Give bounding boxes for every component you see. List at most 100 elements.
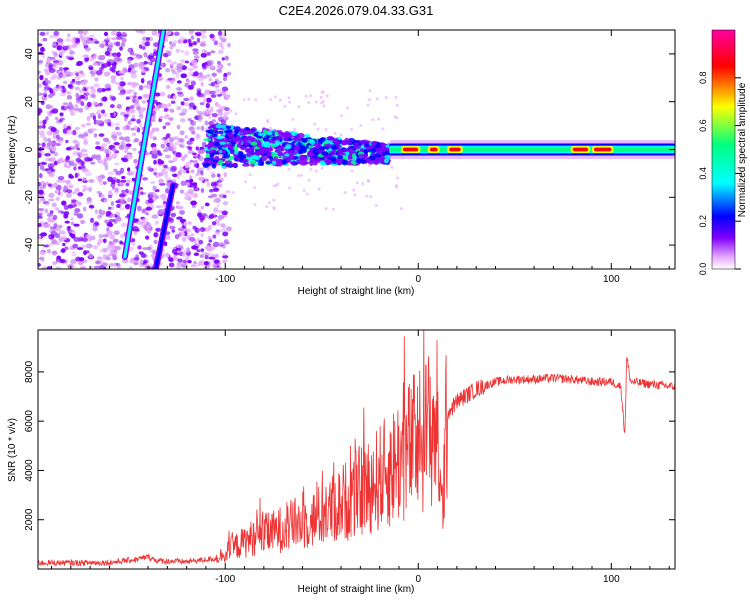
spectrogram-noise-speck: [192, 64, 198, 69]
spectrogram-noise-speck: [172, 146, 177, 152]
spectrogram-noise-speck: [183, 221, 188, 227]
spectrogram-noise-speck: [151, 214, 159, 219]
spectrogram-noise-speck: [209, 256, 216, 260]
spectrogram-noise-speck: [187, 146, 193, 151]
spectrogram-noise-speck: [346, 106, 350, 110]
spectrogram-noise-speck: [75, 256, 81, 262]
spectrogram-noise-speck: [163, 164, 168, 169]
snr-x-tick-label: -100: [215, 574, 235, 585]
spectrogram-noise-speck: [77, 260, 84, 266]
spectrogram-noise-speck: [180, 155, 186, 162]
spectrogram-noise-speck: [324, 128, 328, 132]
spectrogram-noise-speck: [126, 109, 131, 113]
spectrogram-noise-speck: [136, 106, 142, 111]
spectrogram-noise-speck: [293, 127, 297, 131]
spectrogram-noise-speck: [80, 101, 85, 107]
spectrogram-noise-speck: [114, 239, 119, 243]
spectrogram-signal-blob: [288, 154, 295, 159]
spectrogram-noise-speck: [61, 248, 66, 253]
spectrogram-noise-speck: [184, 134, 188, 139]
spectrogram-noise-speck: [84, 47, 91, 52]
spectrogram-trace: [154, 183, 175, 269]
spectrogram-noise-speck: [163, 241, 168, 247]
spectrogram-noise-speck: [39, 173, 43, 179]
spectrogram-noise-speck: [178, 112, 186, 116]
spectrogram-noise-speck: [367, 178, 371, 182]
spectrogram-noise-speck: [95, 141, 100, 145]
spectrogram-noise-speck: [176, 216, 183, 220]
spectrogram-noise-speck: [110, 78, 117, 84]
spectrogram-noise-speck: [102, 96, 108, 102]
spectrogram-noise-speck: [333, 131, 337, 135]
spectrogram-noise-speck: [90, 40, 95, 44]
spectrogram-noise-speck: [210, 81, 216, 87]
spectrogram-signal-blob: [205, 152, 211, 159]
spectrogram-noise-speck: [50, 230, 57, 236]
spectrogram-noise-speck: [350, 169, 354, 173]
spectrogram-noise-speck: [200, 248, 205, 252]
spectrogram-noise-speck: [64, 211, 70, 216]
spectrogram-noise-speck: [149, 118, 156, 123]
spectrogram-noise-speck: [147, 166, 153, 172]
spectrogram-noise-speck: [77, 201, 82, 206]
spectrogram-noise-speck: [43, 136, 48, 143]
spectrogram-noise-speck: [188, 106, 194, 110]
spectrogram-noise-speck: [70, 233, 76, 239]
spectrogram-noise-speck: [51, 50, 55, 55]
spectrogram-noise-speck: [77, 247, 84, 251]
spectrogram-signal-blob: [208, 129, 215, 134]
spectrogram-noise-speck: [129, 105, 135, 110]
spectrogram-noise-speck: [381, 127, 385, 131]
spectrogram-noise-speck: [203, 98, 207, 103]
spectrogram-noise-speck: [172, 136, 180, 141]
spectrogram-noise-speck: [151, 30, 158, 36]
colorbar-tick-label: 0.8: [698, 72, 708, 85]
spectrogram-signal-blob: [233, 145, 239, 151]
spectrogram-noise-speck: [48, 63, 54, 68]
spectrogram-trace: [123, 30, 165, 259]
spectrogram-noise-speck: [353, 193, 357, 197]
spectrogram-noise-speck: [288, 100, 292, 104]
spectrogram-noise-speck: [98, 214, 103, 219]
spectrogram-noise-speck: [200, 170, 204, 176]
spectrogram-noise-speck: [145, 221, 150, 226]
spectrogram-signal-blob: [319, 160, 326, 166]
spectrogram-signal-blob: [300, 146, 306, 151]
spectrogram-noise-speck: [267, 201, 271, 205]
spectrogram-noise-speck: [187, 221, 192, 225]
spectrogram-noise-speck: [396, 176, 400, 180]
spectrogram-noise-speck: [272, 198, 276, 202]
spectrogram-noise-speck: [127, 197, 132, 203]
spectrogram-noise-speck: [112, 263, 117, 268]
spectrogram-noise-speck: [197, 209, 202, 213]
spectrogram-signal-blob: [281, 159, 288, 165]
spectrogram-noise-speck: [38, 152, 42, 158]
spectrogram-noise-speck: [191, 59, 198, 66]
spectrogram-noise-speck: [200, 52, 207, 58]
spectrogram-noise-speck: [129, 258, 135, 264]
spectrogram-noise-speck: [40, 232, 47, 237]
spectrogram-noise-speck: [158, 182, 166, 186]
colorbar-label: Normalized spectral amplitude: [737, 82, 748, 217]
spectrogram-noise-speck: [106, 44, 114, 49]
spectrogram-noise-speck: [57, 176, 65, 181]
spectrogram-noise-speck: [38, 215, 43, 219]
spectrogram-noise-speck: [95, 156, 102, 161]
spectrogram-noise-speck: [155, 205, 162, 209]
spectrogram-noise-speck: [199, 102, 205, 106]
spectrogram-noise-speck: [200, 187, 205, 193]
spectrogram-signal-blob: [280, 132, 285, 136]
spectrogram-noise-speck: [82, 187, 90, 191]
spectrogram-noise-speck: [221, 32, 227, 37]
spectrogram-noise-speck: [48, 147, 53, 151]
spectrogram-noise-speck: [172, 179, 176, 183]
spectrogram-noise-speck: [71, 191, 78, 195]
spectrogram-noise-speck: [78, 70, 84, 75]
spectrogram-noise-speck: [201, 75, 208, 80]
spectrogram-noise-speck: [174, 234, 180, 240]
spectrogram-noise-speck: [102, 113, 108, 118]
spectrogram-noise-speck: [205, 64, 210, 69]
spectrogram-noise-speck: [138, 44, 143, 49]
spectrogram-noise-speck: [218, 49, 224, 54]
spectrogram-noise-speck: [165, 133, 170, 139]
